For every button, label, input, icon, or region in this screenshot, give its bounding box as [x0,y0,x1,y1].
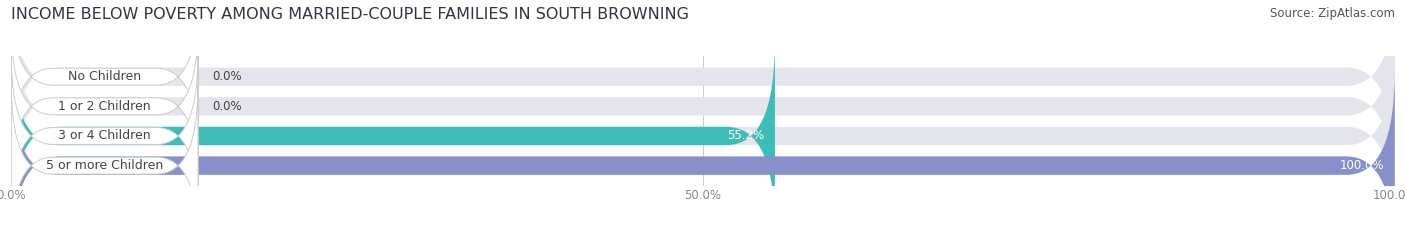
FancyBboxPatch shape [11,71,1395,233]
Text: 0.0%: 0.0% [212,70,242,83]
Text: 0.0%: 0.0% [212,100,242,113]
FancyBboxPatch shape [11,55,198,216]
FancyBboxPatch shape [11,41,1395,231]
Text: 1 or 2 Children: 1 or 2 Children [58,100,150,113]
FancyBboxPatch shape [11,41,775,231]
Text: 100.0%: 100.0% [1339,159,1384,172]
FancyBboxPatch shape [11,26,198,187]
FancyBboxPatch shape [11,0,198,157]
Text: INCOME BELOW POVERTY AMONG MARRIED-COUPLE FAMILIES IN SOUTH BROWNING: INCOME BELOW POVERTY AMONG MARRIED-COUPL… [11,7,689,22]
Text: 55.2%: 55.2% [727,130,763,143]
FancyBboxPatch shape [11,12,1395,201]
Text: 5 or more Children: 5 or more Children [46,159,163,172]
FancyBboxPatch shape [11,71,1395,233]
FancyBboxPatch shape [11,85,198,233]
Text: No Children: No Children [67,70,141,83]
Text: 3 or 4 Children: 3 or 4 Children [58,130,150,143]
Text: Source: ZipAtlas.com: Source: ZipAtlas.com [1270,7,1395,20]
FancyBboxPatch shape [11,0,1395,171]
